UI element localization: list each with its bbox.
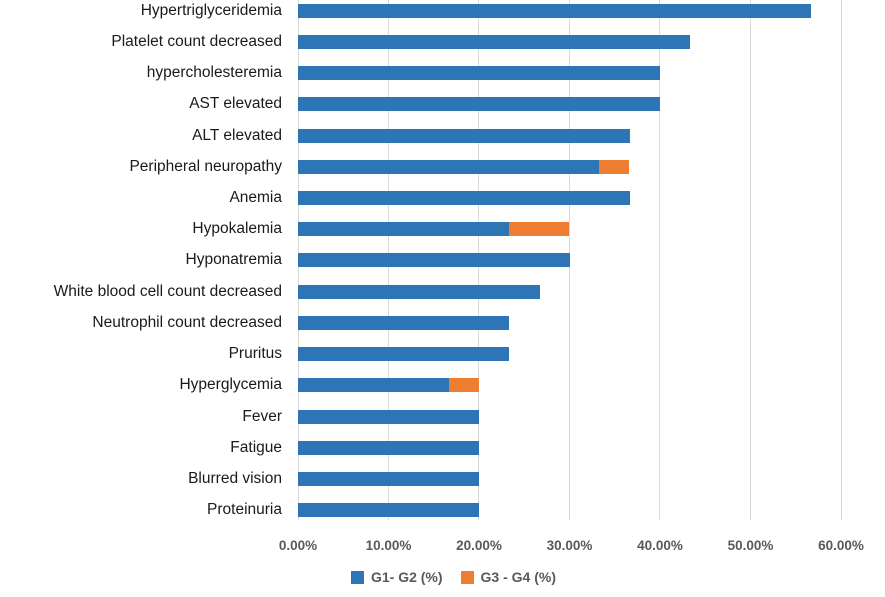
bar-stack — [298, 253, 841, 268]
gridline — [569, 0, 570, 520]
category-label: Anemia — [229, 189, 282, 207]
bar-stack — [298, 34, 841, 49]
category-label: ALT elevated — [192, 126, 282, 144]
bar-segment — [298, 3, 812, 18]
bar-stack — [298, 472, 841, 487]
bar-row — [298, 89, 841, 120]
category-label: White blood cell count decreased — [53, 282, 282, 300]
x-tick: 50.00% — [727, 538, 774, 553]
bar-row — [298, 464, 841, 495]
bar-segment — [298, 222, 509, 237]
bar-stack — [298, 409, 841, 424]
bar-segment — [298, 34, 690, 49]
bar-stack — [298, 97, 841, 112]
bar-segment — [298, 97, 660, 112]
bar-stack — [298, 191, 841, 206]
category-label: AST elevated — [189, 95, 282, 113]
bar-stack — [298, 3, 841, 18]
bar-segment — [298, 440, 479, 455]
category-label: Blurred vision — [188, 470, 282, 488]
x-tick: 20.00% — [456, 538, 502, 553]
bar-row — [298, 245, 841, 276]
bar-segment — [298, 191, 631, 206]
bar-stack — [298, 128, 841, 143]
bar-stack — [298, 222, 841, 237]
bar-segment — [508, 222, 570, 237]
bar-segment — [298, 378, 450, 393]
category-label: Neutrophil count decreased — [92, 313, 282, 331]
bar-stack — [298, 284, 841, 299]
bar-segment — [298, 66, 660, 81]
legend-item-g3-g4: G3 - G4 (%) — [460, 569, 557, 585]
bar-row — [298, 57, 841, 88]
x-tick: 60.00% — [818, 538, 864, 553]
bar-segment — [298, 472, 479, 487]
category-label: Platelet count decreased — [111, 32, 282, 50]
legend-item-g1-g2: G1- G2 (%) — [350, 569, 443, 585]
bar-rows — [298, 0, 841, 526]
legend-swatch-blue-icon — [350, 570, 364, 584]
bar-row — [298, 182, 841, 213]
category-label: Fever — [242, 407, 282, 425]
bar-row — [298, 26, 841, 57]
category-labels: Hypertriglyceridemia Platelet count decre… — [0, 0, 290, 526]
x-tick: 0.00% — [278, 538, 318, 553]
bar-stack — [298, 347, 841, 362]
bar-segment — [298, 128, 631, 143]
category-label: Hyponatremia — [185, 251, 283, 269]
x-tick: 40.00% — [637, 538, 683, 553]
bar-row — [298, 276, 841, 307]
category-label: Hypokalemia — [192, 220, 282, 238]
category-label: Hypertriglyceridemia — [140, 1, 282, 19]
bar-row — [298, 401, 841, 432]
bar-row — [298, 495, 841, 526]
category-label: Peripheral neuropathy — [129, 157, 282, 175]
bar-stack — [298, 440, 841, 455]
bar-row — [298, 214, 841, 245]
gridline — [659, 0, 661, 520]
bar-row — [298, 307, 841, 338]
bar-row — [298, 151, 841, 182]
category-label: Proteinuria — [207, 501, 282, 519]
bar-segment — [298, 253, 570, 268]
bar-stack — [298, 66, 841, 81]
bar-segment — [298, 409, 479, 424]
category-label: Hyperglycemia — [179, 376, 282, 394]
category-label: Pruritus — [228, 345, 282, 363]
gridline — [840, 0, 842, 520]
bar-segment — [599, 159, 630, 174]
bar-segment — [298, 503, 479, 518]
bar-row — [298, 370, 841, 401]
bar-row — [298, 0, 841, 26]
bar-segment — [449, 378, 479, 393]
bar-segment — [298, 159, 600, 174]
legend: G1- G2 (%) G3 - G4 (%) — [11, 569, 885, 585]
x-axis: 0.00% 10.00% 20.00% 30.00% 40.00% 50.00% 60.00… — [279, 538, 864, 556]
x-tick: 10.00% — [365, 538, 412, 553]
bar-segment — [298, 284, 540, 299]
x-tick: 30.00% — [546, 538, 593, 553]
bar-stack — [298, 503, 841, 518]
bar-stack — [298, 378, 841, 393]
category-label: hypercholesteremia — [146, 64, 282, 82]
bar-segment — [298, 347, 509, 362]
bar-segment — [298, 315, 509, 330]
legend-label-g1-g2: G1- G2 (%) — [370, 569, 443, 585]
legend-label-g3-g4: G3 - G4 (%) — [480, 569, 557, 585]
bar-stack — [298, 315, 841, 330]
bar-row — [298, 339, 841, 370]
bar-stack — [298, 159, 841, 174]
bar-row — [298, 120, 841, 151]
category-label: Fatigue — [230, 438, 282, 456]
gridline — [750, 0, 751, 520]
bar-row — [298, 432, 841, 463]
legend-swatch-orange-icon — [460, 570, 474, 584]
